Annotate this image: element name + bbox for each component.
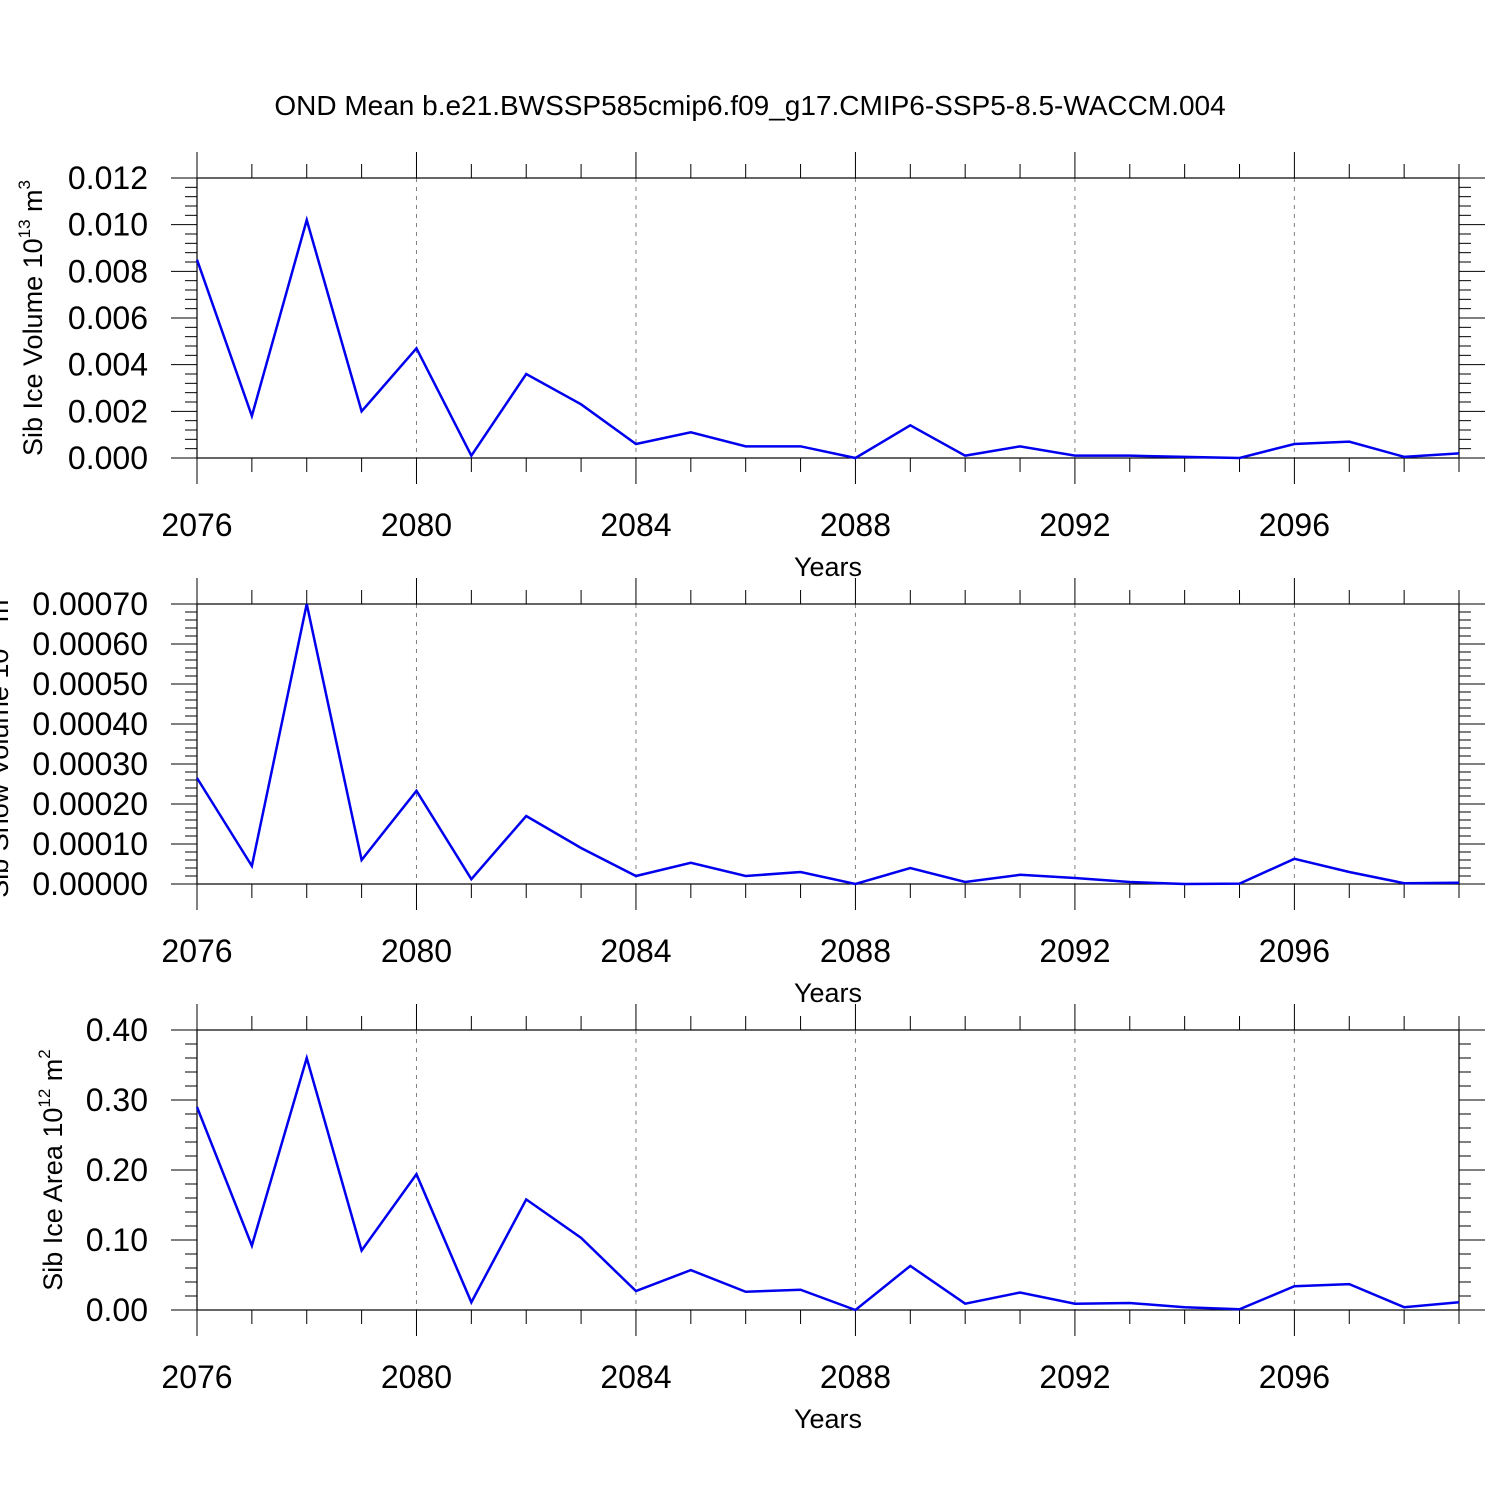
y-tick-label: 0.30 (86, 1082, 148, 1118)
x-tick-label: 2088 (820, 1359, 891, 1395)
series-line (195, 1053, 1460, 1312)
x-tick-label: 2088 (820, 507, 891, 543)
panel-2: 2076 2080 2084 2088 2092 2096 Years 0.00000 0.00… (0, 578, 1485, 1008)
x-tick-label: 2080 (381, 1359, 452, 1395)
y-tick-label: 0.00030 (32, 746, 148, 782)
x-tick-label: 2088 (820, 933, 891, 969)
x-tick-label: 2076 (161, 1359, 232, 1395)
chart-title: OND Mean b.e21.BWSSP585cmip6.f09_g17.CMI… (274, 90, 1225, 121)
y-tick-label: 0.20 (86, 1152, 148, 1188)
y-tick-label: 0.012 (68, 160, 148, 196)
series-line (195, 215, 1460, 460)
panel-1: 2076 2080 2084 2088 2092 2096 Years 0.000 0.002 0… (15, 152, 1485, 582)
x-tick-label: 2096 (1259, 1359, 1330, 1395)
y-tick-label: 0.006 (68, 300, 148, 336)
y-tick-label: 0.00070 (32, 586, 148, 622)
y-tick-label: 0.004 (68, 347, 148, 383)
x-tick-label: 2076 (161, 933, 232, 969)
y-tick-label: 0.00060 (32, 626, 148, 662)
y-tick-label: 0.00020 (32, 786, 148, 822)
plot-frame (196, 603, 1460, 885)
x-axis-label: Years (794, 978, 862, 1008)
panel-3: 2076 2080 2084 2088 2092 2096 Years 0.00 0.10 0.2… (35, 1004, 1485, 1434)
x-axis-label: Years (794, 552, 862, 582)
y-tick-label: 0.00000 (32, 866, 148, 902)
x-tick-label: 2084 (600, 1359, 671, 1395)
x-tick-label: 2084 (600, 507, 671, 543)
y-tick-label: 0.002 (68, 393, 148, 429)
series-line (195, 603, 1460, 886)
y-axis-label: Sib Snow Volume 1013 m3 (0, 590, 14, 898)
y-tick-label: 0.00040 (32, 706, 148, 742)
y-tick-label: 0.00050 (32, 666, 148, 702)
y-axis-label: Sib Ice Area 1012 m2 (35, 1049, 68, 1291)
y-tick-label: 0.008 (68, 253, 148, 289)
y-tick-label: 0.10 (86, 1222, 148, 1258)
y-tick-label: 0.010 (68, 207, 148, 243)
y-tick-label: 0.000 (68, 440, 148, 476)
x-tick-label: 2084 (600, 933, 671, 969)
panels: 2076 2080 2084 2088 2092 2096Years0.0000.0020… (0, 152, 1485, 1434)
y-tick-label: 0.40 (86, 1012, 148, 1048)
x-tick-label: 2096 (1259, 933, 1330, 969)
x-tick-label: 2092 (1039, 1359, 1110, 1395)
x-tick-label: 2096 (1259, 507, 1330, 543)
x-tick-label: 2080 (381, 933, 452, 969)
y-axis-label: Sib Ice Volume 1013 m3 (15, 180, 48, 456)
x-tick-label: 2076 (161, 507, 232, 543)
y-tick-label: 0.00010 (32, 826, 148, 862)
y-tick-label: 0.00 (86, 1292, 148, 1328)
x-tick-label: 2080 (381, 507, 452, 543)
x-axis-label: Years (794, 1404, 862, 1434)
x-tick-label: 2092 (1039, 933, 1110, 969)
x-tick-label: 2092 (1039, 507, 1110, 543)
